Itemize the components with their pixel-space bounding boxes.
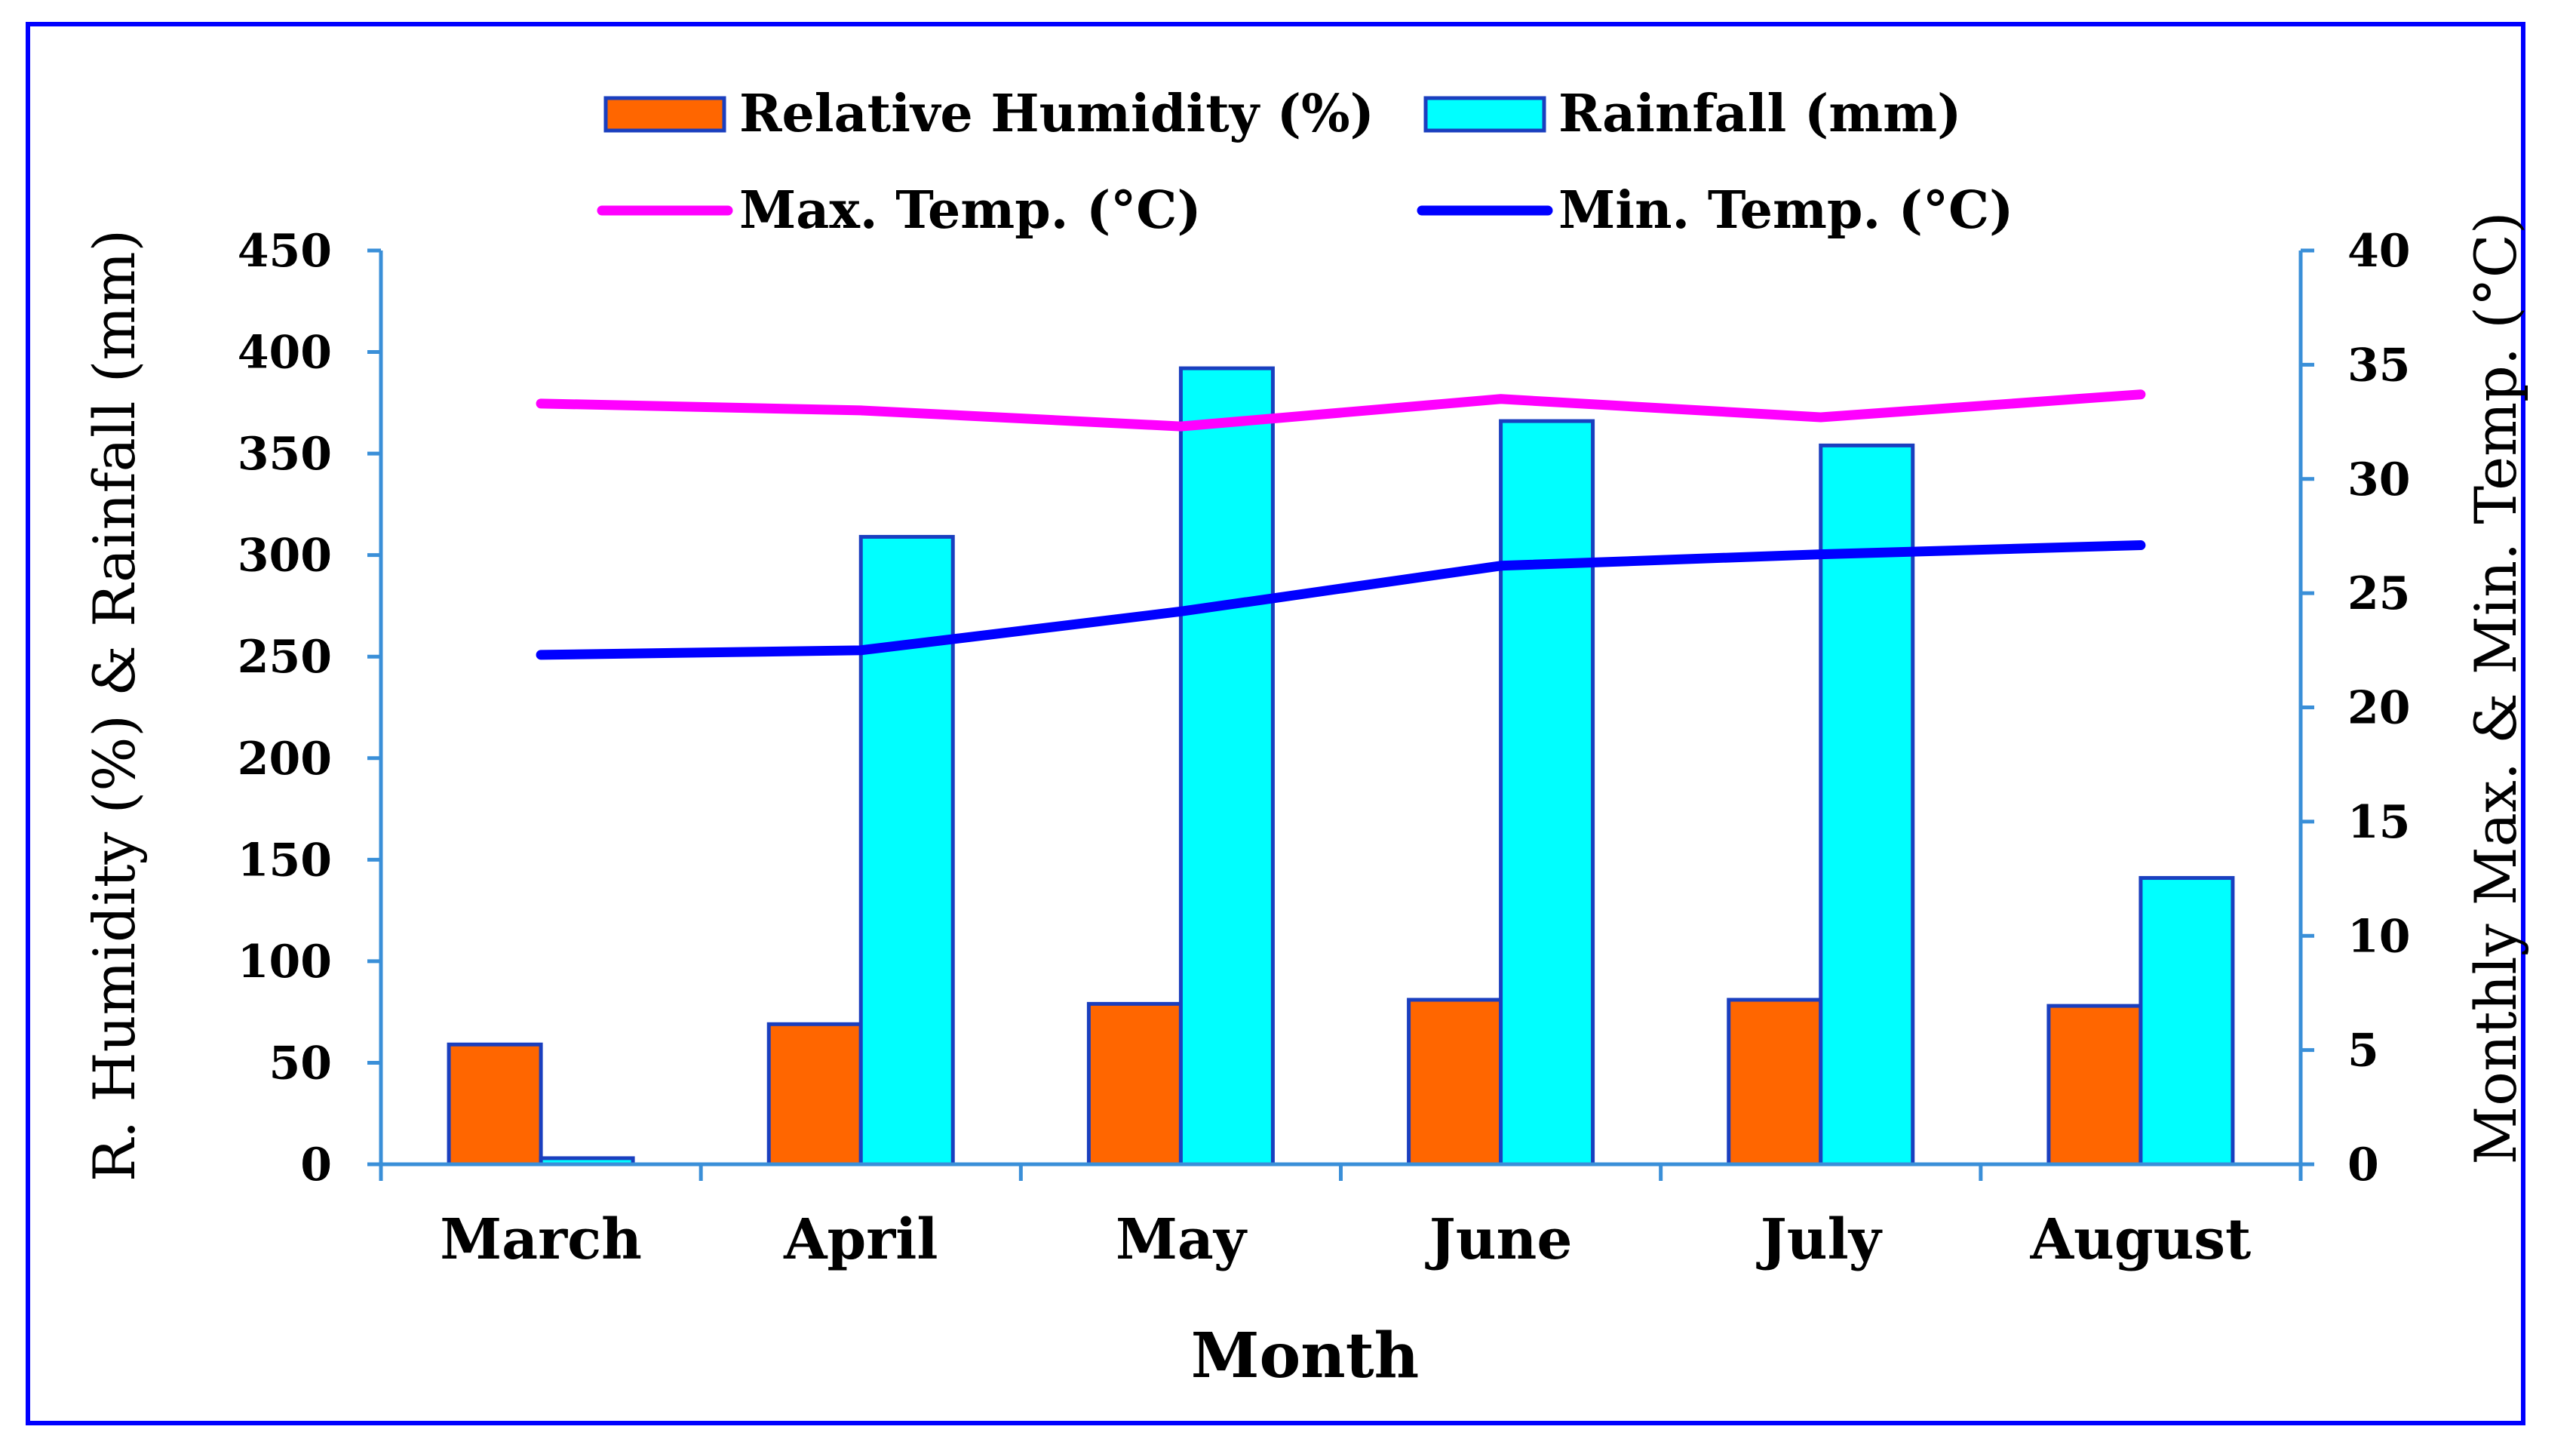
y2-axis-title: Monthly Max. & Min. Temp. (°C) [2462, 211, 2529, 1164]
y2-tick-label: 0 [2347, 1139, 2379, 1191]
axes-layer: 0 50 100 150 200 250 300 350 400 450 0 5 10 15 20 25 30 3… [238, 225, 2411, 1272]
chart-frame [26, 22, 2525, 1425]
legend-swatch-rainfall [1423, 96, 1546, 133]
y-tick-label: 300 [238, 530, 332, 583]
x-tick-label-august: August [2030, 1207, 2252, 1272]
line-min-temp-c [536, 540, 2146, 660]
y2-tick-label: 40 [2347, 225, 2411, 278]
x-tick-label-march: March [440, 1207, 642, 1272]
bar-rainfall-mm-august [2138, 876, 2235, 1167]
y-tick-label: 350 [238, 428, 332, 481]
y-tick-label: 250 [238, 631, 332, 684]
y-axis-title: R. Humidity (%) & Rainfall (mm) [81, 229, 148, 1182]
y-tick-label: 200 [238, 733, 332, 785]
legend-swatch-humidity [603, 96, 726, 133]
bar-rainfall-mm-april [858, 534, 955, 1167]
bar-relative-humidity-august [2046, 1004, 2143, 1167]
bar-relative-humidity-march [447, 1042, 543, 1167]
y-tick-label: 450 [238, 225, 332, 278]
bar-relative-humidity-may [1086, 1001, 1183, 1167]
bar-relative-humidity-april [766, 1022, 863, 1167]
line-max-temp-c [536, 389, 2146, 432]
lines-layer [536, 389, 2146, 660]
bar-rainfall-mm-may [1178, 366, 1275, 1167]
x-tick-label-july: July [1756, 1207, 1883, 1272]
y-tick-label: 100 [238, 936, 332, 988]
y-tick-label: 400 [238, 327, 332, 380]
bar-relative-humidity-july [1727, 998, 1823, 1167]
y2-tick-label: 35 [2347, 339, 2411, 392]
y-tick-label: 50 [269, 1037, 333, 1090]
bars-layer [447, 366, 2235, 1167]
y2-tick-label: 10 [2347, 910, 2411, 963]
legend-label-humidity: Relative Humidity (%) [739, 84, 1374, 144]
y2-tick-label: 30 [2347, 453, 2411, 506]
y2-tick-label: 5 [2347, 1025, 2379, 1077]
bar-relative-humidity-june [1407, 998, 1503, 1167]
x-axis-title: Month [1191, 1320, 1420, 1392]
legend-label-max-temp: Max. Temp. (°C) [739, 180, 1202, 241]
legend-label-rainfall: Rainfall (mm) [1558, 84, 1961, 144]
x-tick-label-april: April [783, 1207, 938, 1272]
x-tick-label-may: May [1116, 1207, 1248, 1272]
y2-tick-label: 25 [2347, 567, 2411, 620]
y-tick-label: 0 [300, 1139, 332, 1191]
x-tick-label-june: June [1425, 1207, 1573, 1272]
legend-label-min-temp: Min. Temp. (°C) [1558, 180, 2013, 241]
y-tick-label: 150 [238, 834, 332, 887]
y2-tick-label: 15 [2347, 796, 2411, 849]
legend: Relative Humidity (%) Rainfall (mm) Max.… [597, 84, 2013, 241]
y2-tick-label: 20 [2347, 682, 2411, 735]
bar-rainfall-mm-july [1819, 443, 1915, 1167]
bar-rainfall-mm-june [1499, 419, 1595, 1167]
